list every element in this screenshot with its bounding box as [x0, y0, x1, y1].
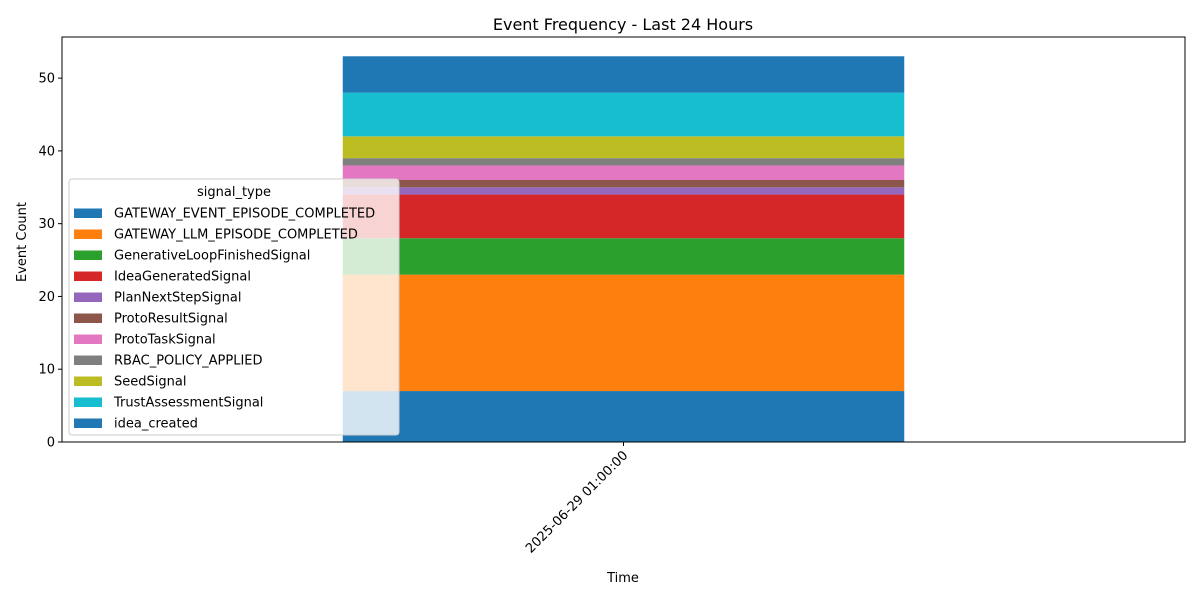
legend-label: PlanNextStepSignal — [114, 291, 241, 306]
bar-segment-5 — [342, 180, 905, 188]
legend-label: RBAC_POLICY_APPLIED — [114, 354, 263, 369]
bar-segment-9 — [342, 92, 905, 137]
y-tick-label: 50 — [38, 72, 55, 87]
y-tick-label: 20 — [38, 290, 55, 305]
bar-segment-4 — [342, 187, 905, 195]
y-axis: 0 10 20 30 40 50 — [38, 72, 62, 451]
legend-label: GenerativeLoopFinishedSignal — [114, 249, 310, 264]
legend-swatch — [74, 334, 102, 344]
bar-segment-0 — [342, 391, 905, 442]
bar-segment-6 — [342, 165, 905, 181]
legend-swatch — [74, 250, 102, 260]
x-tick-label: 2025-06-29 01:00:00 — [523, 448, 631, 556]
legend-label: idea_created — [114, 417, 198, 432]
bar-segment-3 — [342, 194, 905, 239]
chart-title: Event Frequency - Last 24 Hours — [493, 15, 753, 34]
y-tick-label: 10 — [38, 363, 55, 378]
legend-swatch — [74, 418, 102, 428]
legend-label: ProtoResultSignal — [114, 312, 228, 327]
x-axis-label: Time — [606, 571, 639, 586]
bar-segment-10 — [342, 56, 905, 93]
bar-segment-1 — [342, 274, 905, 392]
plot-frame — [61, 36, 1186, 443]
legend-label: GATEWAY_LLM_EPISODE_COMPLETED — [114, 228, 358, 243]
bar-segment-2 — [342, 238, 905, 275]
legend-label: GATEWAY_EVENT_EPISODE_COMPLETED — [114, 207, 375, 222]
y-axis-label: Event Count — [15, 202, 30, 282]
legend-swatch — [74, 313, 102, 323]
bar-segment-7 — [342, 158, 905, 166]
y-tick-label: 0 — [47, 436, 55, 451]
legend-title: signal_type — [197, 185, 271, 200]
y-tick-label: 30 — [38, 217, 55, 232]
legend-swatch — [74, 397, 102, 407]
y-tick-label: 40 — [38, 144, 55, 159]
legend-label: TrustAssessmentSignal — [113, 396, 263, 411]
bars — [342, 56, 905, 442]
legend-swatch — [74, 292, 102, 302]
legend-swatch — [74, 271, 102, 281]
bar-segment-8 — [342, 136, 905, 159]
legend: signal_type GATEWAY_EVENT_EPISODE_COMPLET… — [68, 178, 400, 436]
legend-label: SeedSignal — [114, 375, 186, 390]
legend-swatch — [74, 376, 102, 386]
legend-swatch — [74, 355, 102, 365]
legend-swatch — [74, 229, 102, 239]
legend-label: ProtoTaskSignal — [114, 333, 216, 348]
legend-swatch — [74, 208, 102, 218]
legend-box — [68, 178, 400, 436]
x-axis: 2025-06-29 01:00:00 — [523, 442, 631, 556]
legend-label: IdeaGeneratedSignal — [114, 270, 251, 285]
